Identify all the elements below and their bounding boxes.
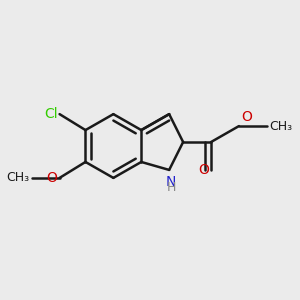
- Text: CH₃: CH₃: [7, 171, 30, 184]
- Text: H: H: [167, 182, 176, 194]
- Text: Cl: Cl: [44, 107, 58, 121]
- Text: O: O: [241, 110, 252, 124]
- Text: O: O: [198, 163, 209, 177]
- Text: O: O: [47, 171, 58, 185]
- Text: CH₃: CH₃: [269, 120, 292, 133]
- Text: N: N: [166, 175, 176, 189]
